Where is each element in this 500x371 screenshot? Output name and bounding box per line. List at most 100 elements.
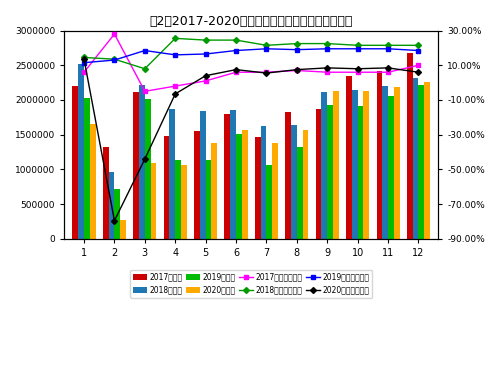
2017年同比增长率 [416, 63, 422, 68]
Bar [352, 90, 358, 239]
2020年同比增长率 [264, 71, 270, 75]
Bar [424, 82, 430, 239]
Bar [328, 105, 333, 239]
2017年同比增长率 [202, 79, 208, 83]
Bar [376, 71, 382, 239]
2017年同比增长率 [112, 32, 117, 36]
Bar [230, 111, 236, 239]
2018年同比增长率 [324, 41, 330, 46]
Bar [382, 86, 388, 239]
Bar [260, 127, 266, 239]
2018年同比增长率 [294, 41, 300, 46]
Bar [150, 163, 156, 239]
2017年同比增长率 [354, 70, 360, 75]
Bar [412, 78, 418, 239]
2020年同比增长率 [294, 68, 300, 72]
2019年同比增长率 [416, 48, 422, 53]
Bar [291, 125, 297, 239]
Bar [302, 130, 308, 239]
2019年同比增长率 [202, 52, 208, 56]
2020年同比增长率 [202, 73, 208, 78]
2017年同比增长率 [294, 68, 300, 73]
2020年同比增长率 [81, 57, 87, 62]
2020年同比增长率 [112, 219, 117, 223]
Legend: 2017年销量, 2018年销量, 2019年销量, 2020年销量, 2017年同比增长率, 2018年同比增长率, 2019年同比增长率, 2020年同比增: 2017年销量, 2018年销量, 2019年销量, 2020年销量, 2017… [130, 270, 372, 298]
Bar [175, 160, 181, 239]
Bar [242, 130, 248, 239]
Bar [316, 109, 322, 239]
Bar [108, 171, 114, 239]
Bar [418, 85, 424, 239]
2019年同比增长率 [294, 47, 300, 52]
2017年同比增长率 [81, 70, 87, 75]
Bar [164, 136, 170, 239]
Title: 图2：2017-2020年月度乘用车销量及同比变化情况: 图2：2017-2020年月度乘用车销量及同比变化情况 [150, 15, 353, 28]
Bar [364, 91, 369, 239]
Bar [236, 134, 242, 239]
2019年同比增长率 [385, 46, 391, 51]
2017年同比增长率 [142, 89, 148, 93]
2019年同比增长率 [354, 46, 360, 51]
2020年同比增长率 [172, 92, 178, 96]
Bar [90, 124, 96, 239]
2017年同比增长率 [385, 70, 391, 75]
Bar [200, 111, 205, 239]
2017年同比增长率 [264, 70, 270, 75]
Bar [266, 165, 272, 239]
2018年同比增长率 [81, 55, 87, 60]
Bar [212, 143, 217, 239]
Bar [333, 91, 339, 239]
Bar [145, 99, 150, 239]
2018年同比增长率 [354, 43, 360, 47]
Bar [286, 112, 291, 239]
Bar [297, 147, 302, 239]
2019年同比增长率 [112, 58, 117, 62]
2018年同比增长率 [202, 38, 208, 42]
Bar [394, 87, 400, 239]
2020年同比增长率 [142, 157, 148, 161]
2018年同比增长率 [233, 38, 239, 42]
2019年同比增长率 [264, 46, 270, 51]
Bar [322, 92, 328, 239]
Bar [84, 98, 90, 239]
Bar [139, 85, 145, 239]
Bar [358, 106, 364, 239]
2020年同比增长率 [354, 66, 360, 71]
2020年同比增长率 [385, 66, 391, 70]
Bar [272, 143, 278, 239]
Bar [206, 160, 212, 239]
2017年同比增长率 [324, 70, 330, 75]
2018年同比增长率 [416, 43, 422, 47]
2018年同比增长率 [142, 66, 148, 71]
2018年同比增长率 [172, 36, 178, 40]
Bar [103, 147, 108, 239]
Bar [120, 220, 126, 239]
2019年同比增长率 [324, 46, 330, 51]
2020年同比增长率 [416, 70, 422, 75]
Line: 2017年同比增长率: 2017年同比增长率 [82, 32, 420, 93]
Bar [170, 109, 175, 239]
Bar [255, 137, 260, 239]
Line: 2018年同比增长率: 2018年同比增长率 [82, 36, 420, 71]
Bar [72, 86, 78, 239]
Bar [114, 189, 120, 239]
Bar [181, 165, 187, 239]
2020年同比增长率 [324, 66, 330, 70]
2020年同比增长率 [233, 68, 239, 72]
2019年同比增长率 [142, 48, 148, 53]
Bar [194, 131, 200, 239]
Bar [388, 96, 394, 239]
Bar [134, 92, 139, 239]
Line: 2019年同比增长率: 2019年同比增长率 [82, 47, 420, 65]
Bar [78, 64, 84, 239]
Bar [407, 53, 412, 239]
Bar [346, 76, 352, 239]
Line: 2020年同比增长率: 2020年同比增长率 [82, 57, 420, 223]
2018年同比增长率 [385, 43, 391, 47]
2017年同比增长率 [172, 84, 178, 88]
2019年同比增长率 [81, 60, 87, 65]
2018年同比增长率 [264, 43, 270, 47]
2019年同比增长率 [233, 48, 239, 53]
2019年同比增长率 [172, 53, 178, 57]
Bar [224, 114, 230, 239]
